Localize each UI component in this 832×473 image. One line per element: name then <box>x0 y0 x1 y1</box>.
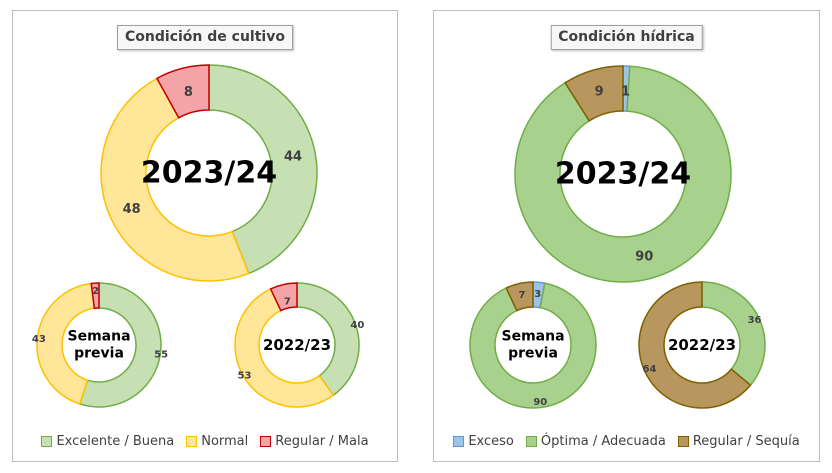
segment-value-label: 1 <box>621 84 630 99</box>
water-condition-legend: Exceso Óptima / Adecuada Regular / Sequí… <box>434 434 819 449</box>
donut-segment <box>208 64 318 275</box>
ring-last-season: 36 64 2022/23 <box>638 281 766 409</box>
donut-segment <box>78 282 162 408</box>
ring-last-season: 40 53 7 2022/23 <box>234 282 364 408</box>
segment-value-label: 40 <box>350 320 364 331</box>
donut-segment <box>234 287 335 408</box>
donut-segment <box>100 77 250 282</box>
legend-swatch <box>41 436 53 447</box>
legend-swatch <box>677 436 689 447</box>
segment-value-label: 48 <box>123 202 141 217</box>
segment-value-label: 36 <box>748 315 762 326</box>
legend-swatch <box>525 436 537 447</box>
segment-value-label: 2 <box>92 286 99 297</box>
donut-segment <box>296 282 360 397</box>
donut-segment <box>638 281 752 409</box>
crop-condition-title: Condición de cultivo <box>117 25 293 50</box>
legend-swatch <box>453 436 465 447</box>
water-condition-title: Condición hídrica <box>550 25 703 50</box>
water-condition-panel: 1 90 9 2023/24 3 90 7 Semana previa 36 64 2022/23 C… <box>433 10 820 462</box>
ring-center-label: 2023/24 <box>555 157 691 192</box>
segment-value-label: 53 <box>238 371 252 382</box>
donut-segment <box>36 282 96 405</box>
ring-center-label: 2022/23 <box>668 336 736 354</box>
legend-label: Normal <box>201 434 249 449</box>
legend-item-regular-sequia: Regular / Sequía <box>677 434 800 449</box>
donut-segment <box>564 65 624 122</box>
segment-value-label: 9 <box>595 84 604 99</box>
legend-item-optima-adecuada: Óptima / Adecuada <box>525 434 666 449</box>
segment-value-label: 55 <box>154 349 168 360</box>
segment-value-label: 7 <box>284 297 291 308</box>
ring-current-season: 44 48 8 2023/24 <box>100 64 318 282</box>
donut-segment <box>469 282 597 409</box>
legend-item-excelente-buena: Excelente / Buena <box>41 434 174 449</box>
segment-value-label: 8 <box>184 85 193 100</box>
legend-swatch <box>186 436 198 447</box>
legend-label: Exceso <box>468 434 514 449</box>
crop-condition-legend: Excelente / Buena Normal Regular / Mala <box>13 434 397 449</box>
donut-segment <box>701 281 766 387</box>
ring-center-label: previa <box>508 345 558 361</box>
donut-segment <box>155 64 210 119</box>
ring-center-label: 2023/24 <box>141 156 277 191</box>
legend-item-normal: Normal <box>186 434 248 449</box>
segment-value-label: 3 <box>534 289 541 300</box>
donut-segment <box>269 282 298 312</box>
legend-label: Óptima / Adecuada <box>540 434 666 449</box>
ring-center-label: 2022/23 <box>263 336 331 354</box>
ring-center-label: Semana <box>501 329 564 345</box>
ring-current-season: 1 90 9 2023/24 <box>514 65 732 283</box>
segment-value-label: 90 <box>635 249 653 264</box>
legend-swatch <box>260 436 272 447</box>
segment-value-label: 90 <box>533 397 547 408</box>
segment-value-label: 7 <box>518 290 525 301</box>
ring-center-label: Semana <box>67 329 130 345</box>
legend-label: Regular / Sequía <box>692 434 800 449</box>
donut-segment <box>90 282 100 310</box>
crop-condition-panel: 44 48 8 2023/24 55 43 2 Semana previa 40 53 7 2022/2… <box>12 10 398 462</box>
legend-label: Regular / Mala <box>275 434 369 449</box>
ring-center-label: previa <box>74 345 124 361</box>
donut-segment <box>505 281 534 312</box>
segment-value-label: 43 <box>32 334 46 345</box>
legend-label: Excelente / Buena <box>56 434 175 449</box>
legend-item-exceso: Exceso <box>453 434 514 449</box>
legend-item-regular-mala: Regular / Mala <box>260 434 369 449</box>
donut-segment <box>514 65 732 283</box>
segment-value-label: 64 <box>642 364 656 375</box>
segment-value-label: 44 <box>284 149 302 164</box>
